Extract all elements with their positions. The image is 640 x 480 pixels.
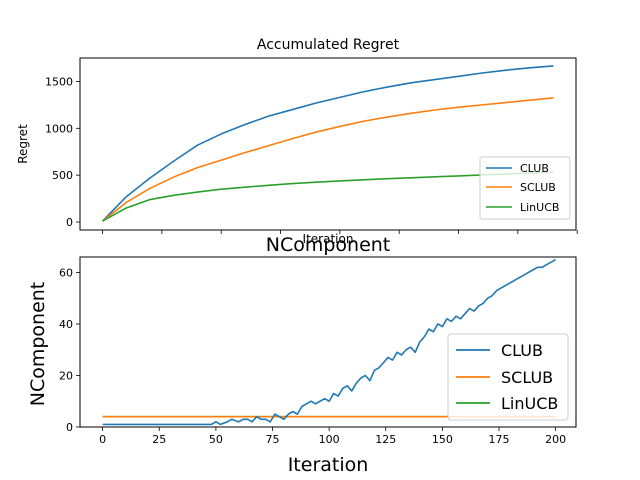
regret-ytick-label: 1000 xyxy=(45,122,73,135)
ncomponent-series-line-club xyxy=(102,258,557,426)
ncomponent-xtick-label: 25 xyxy=(152,433,166,446)
ncomponent-ytick-label: 60 xyxy=(59,266,73,279)
regret-legend-box xyxy=(479,156,571,220)
regret-xlabel: Iteration xyxy=(303,232,354,246)
ncomponent-ylabel: NComponent xyxy=(27,282,49,407)
ncomponent-xtick-label: 175 xyxy=(488,433,509,446)
regret-legend-label-club: CLUB xyxy=(520,162,549,175)
ncomponent-xtick-label: 125 xyxy=(375,433,396,446)
ncomponent-legend-label-club: CLUB xyxy=(501,341,543,360)
ncomponent-xtick-label: 0 xyxy=(99,433,106,446)
ncomponent-ytick-label: 20 xyxy=(59,369,73,382)
ncomponent-plot-area xyxy=(79,256,577,428)
regret-chart: Accumulated Regret 0 500 1000 1500 Regret I… xyxy=(16,37,578,246)
ncomponent-legend-label-linucb: LinUCB xyxy=(501,394,558,413)
regret-series-line-sclub xyxy=(102,97,554,222)
regret-legend: CLUB SCLUB LinUCB xyxy=(479,156,571,220)
regret-legend-label-sclub: SCLUB xyxy=(520,181,556,194)
regret-plot-area xyxy=(79,57,577,231)
regret-ytick-label: 500 xyxy=(52,169,73,182)
ncomponent-legend-label-sclub: SCLUB xyxy=(501,368,553,387)
regret-series-line-club xyxy=(101,65,554,222)
ncomponent-xtick-label: 100 xyxy=(319,433,340,446)
ncomponent-chart-title: NComponent xyxy=(266,234,391,256)
regret-chart-title: Accumulated Regret xyxy=(257,37,400,53)
ncomponent-ytick-label: 0 xyxy=(66,421,73,434)
ncomponent-xtick-label: 75 xyxy=(266,433,280,446)
regret-ylabel: Regret xyxy=(16,124,30,164)
ncomponent-xlabel: Iteration xyxy=(288,454,369,476)
ncomponent-legend: CLUB SCLUB LinUCB xyxy=(447,333,569,421)
ncomponent-xtick-label: 200 xyxy=(545,433,566,446)
ncomponent-xtick-label: 150 xyxy=(432,433,453,446)
ncomponent-ytick-label: 40 xyxy=(59,318,73,331)
regret-ytick-label: 0 xyxy=(66,216,73,229)
regret-ytick-label: 1500 xyxy=(45,75,73,88)
ncomponent-chart: NComponent 0 25 50 75 100 125 150 175 200 0 20 40 6… xyxy=(27,234,577,476)
ncomponent-legend-box xyxy=(447,333,569,421)
ncomponent-xtick-label: 50 xyxy=(209,433,223,446)
regret-series-line-linucb xyxy=(102,171,554,222)
regret-legend-label-linucb: LinUCB xyxy=(520,201,559,214)
